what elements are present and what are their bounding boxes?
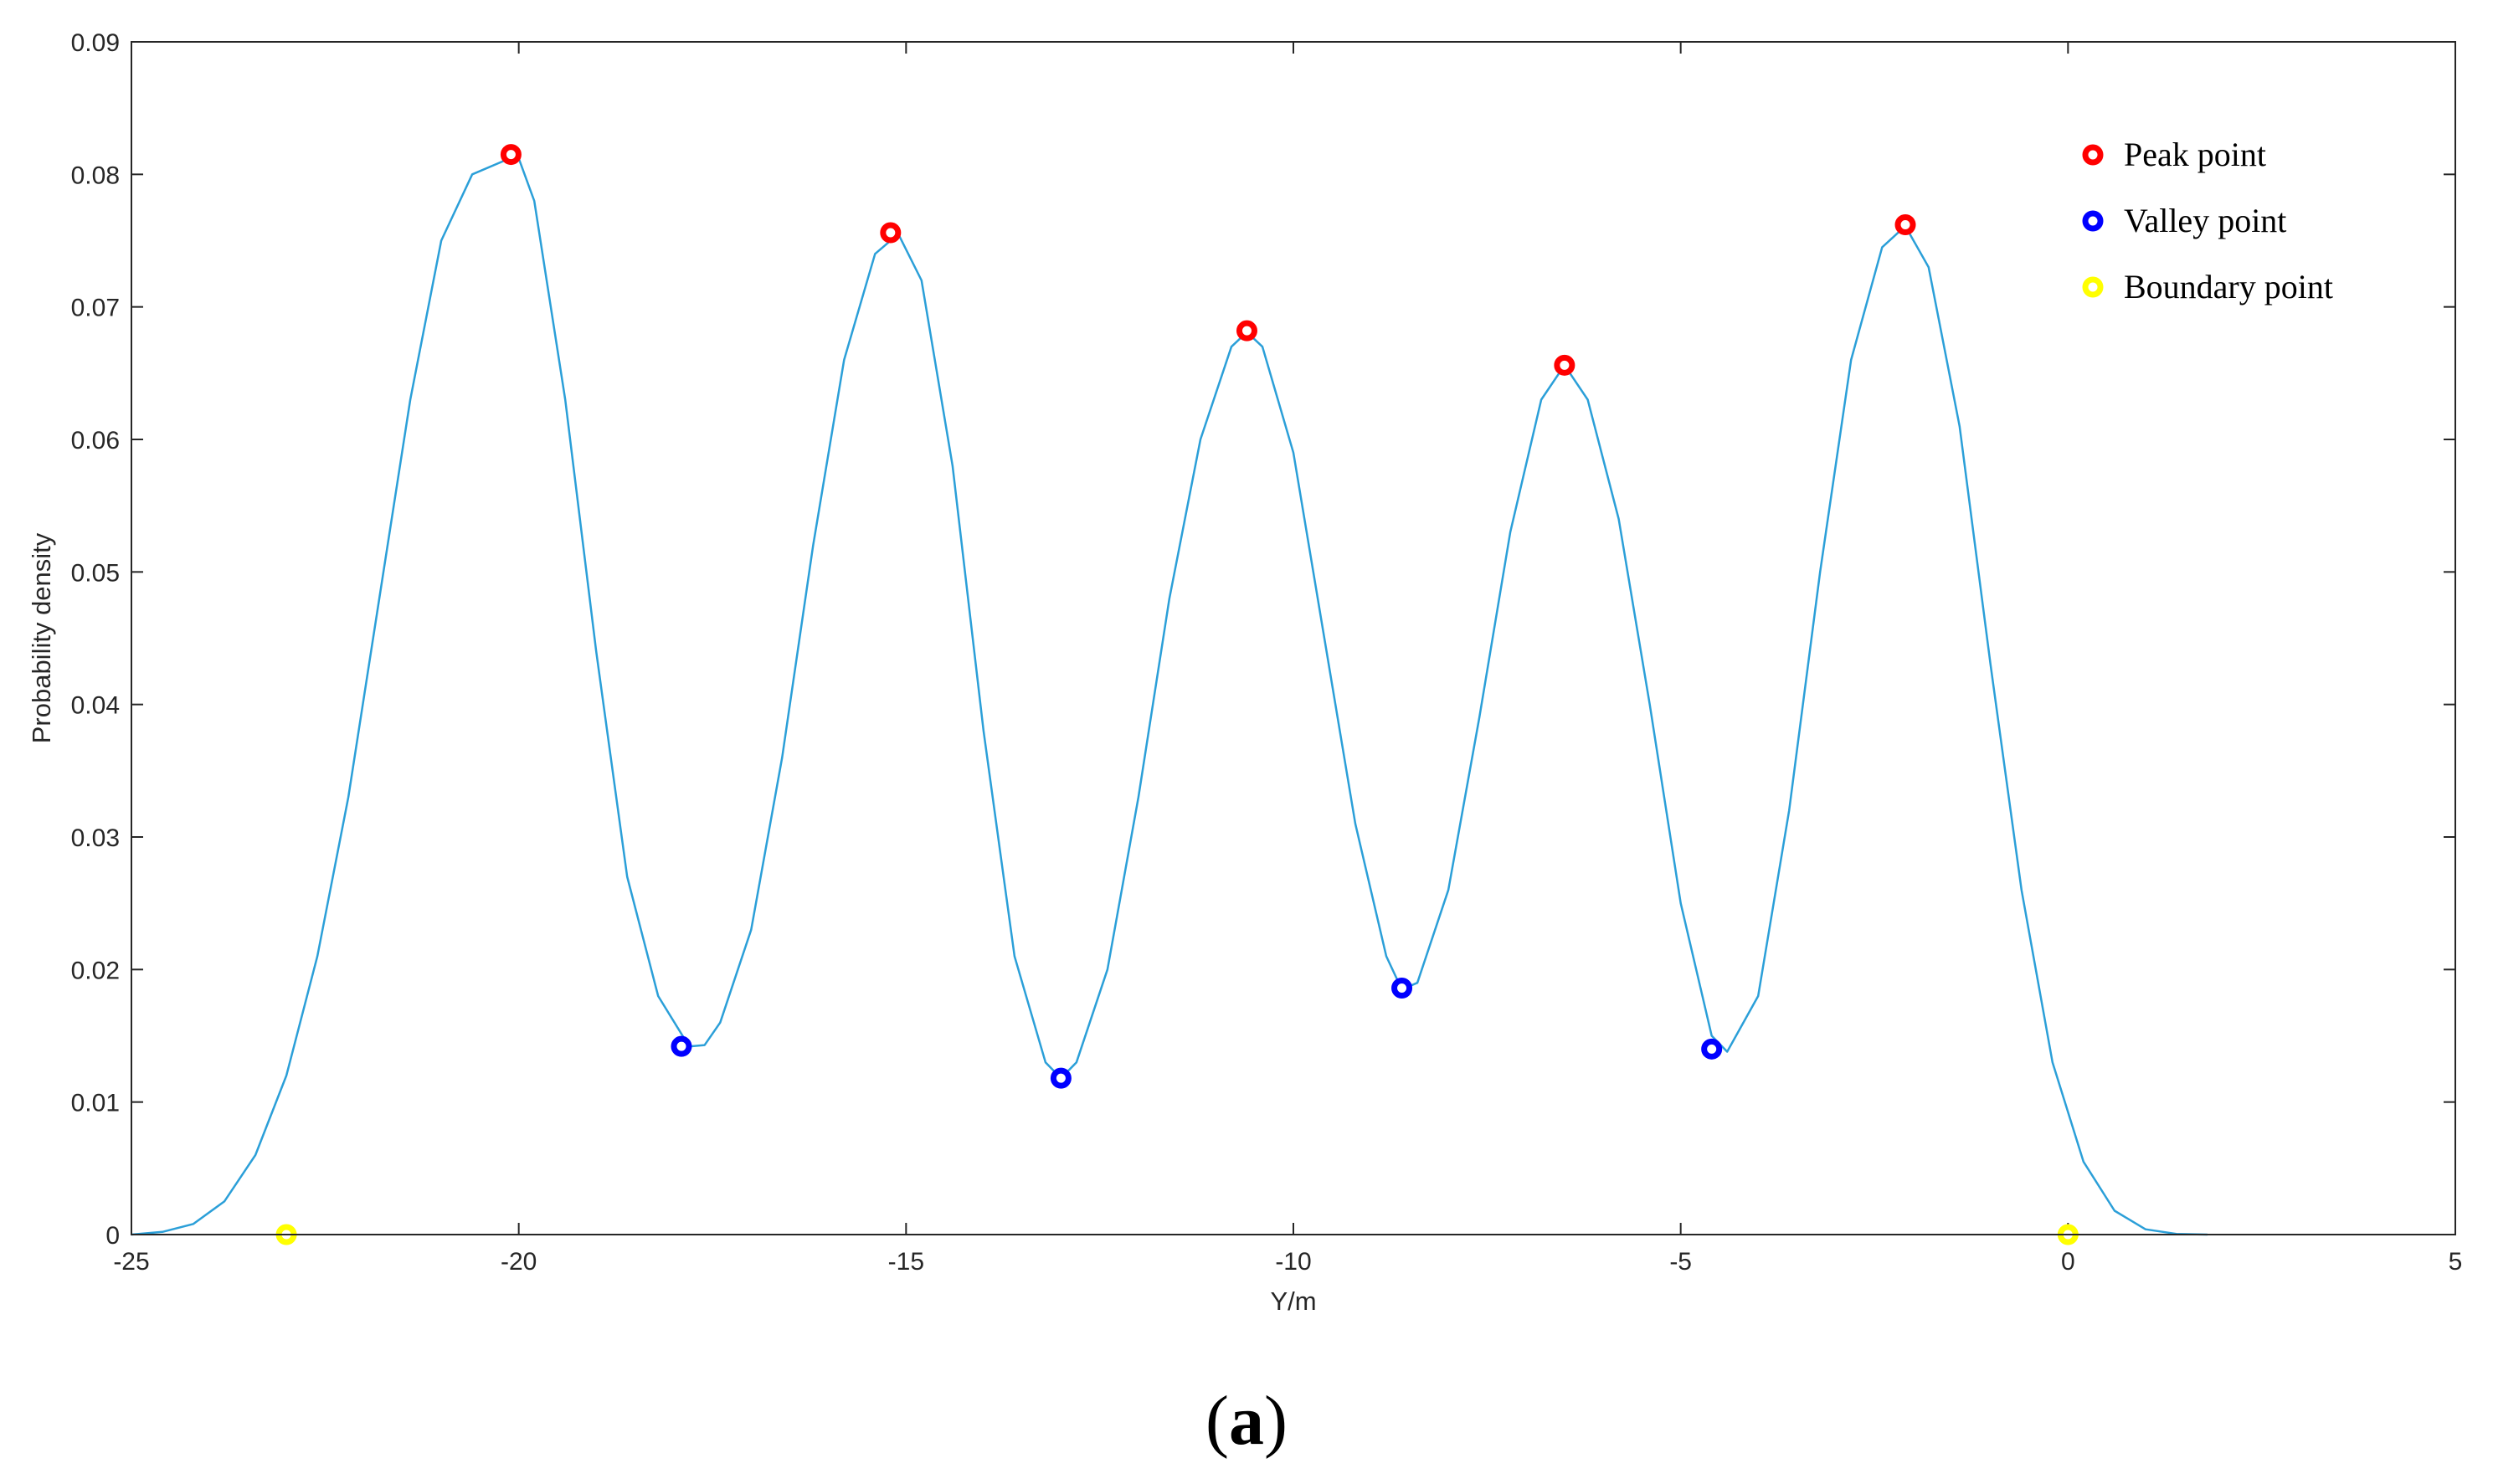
valley-point-marker [1391,978,1413,999]
x-tick-label: -10 [1275,1248,1311,1276]
y-tick-label: 0.09 [71,29,120,57]
valley-point-marker [1050,1067,1072,1089]
x-tick-label: 5 [2449,1248,2463,1276]
y-tick-label: 0.05 [71,559,120,587]
y-tick-label: 0.06 [71,427,120,454]
y-tick-label: 0 [105,1222,120,1250]
x-tick-label: -25 [113,1248,149,1276]
legend-valley-point-marker [2082,210,2104,232]
legend-valley-point-label: Valley point [2124,202,2286,239]
y-tick-label: 0.01 [71,1090,120,1117]
caption-close-paren: ) [1264,1382,1288,1460]
x-tick-label: -5 [1669,1248,1692,1276]
valley-point-marker [671,1035,692,1057]
x-axis-label: Y/m [1270,1286,1316,1316]
axes-box [131,41,2456,1235]
peak-point-marker [1236,320,1257,341]
y-tick-label: 0.03 [71,824,120,852]
x-tick-label: -15 [888,1248,924,1276]
caption-open-paren: ( [1205,1382,1229,1460]
legend-peak-point-marker [2082,144,2104,166]
point-markers [275,144,2079,1245]
legend-boundary-point-marker [2082,276,2104,298]
peak-point-marker [1554,354,1575,376]
x-tick-label: -20 [501,1248,537,1276]
valley-point-marker [1701,1038,1723,1060]
peak-point-marker [500,144,522,166]
x-axis-ticks: -25 -20 -15 -10 -5 0 5 [113,42,2462,1276]
figure-caption: (a) [1205,1382,1288,1460]
legend-peak-point-label: Peak point [2124,136,2266,173]
peak-point-marker [1894,214,1916,235]
y-axis-label: Probability density [27,532,56,743]
y-tick-label: 0.02 [71,957,120,984]
legend-boundary-point-label: Boundary point [2124,268,2333,306]
y-axis-ticks: 0 0.01 0.02 0.03 0.04 0.05 0.06 0.07 0.08 0.09 [71,29,2455,1250]
legend: Peak point Valley point Boundary point [2082,136,2333,306]
y-tick-label: 0.04 [71,692,120,720]
y-tick-label: 0.08 [71,162,120,189]
y-tick-label: 0.07 [71,295,120,322]
caption-letter: a [1229,1382,1264,1460]
x-tick-label: 0 [2061,1248,2075,1276]
peak-point-marker [880,222,902,244]
